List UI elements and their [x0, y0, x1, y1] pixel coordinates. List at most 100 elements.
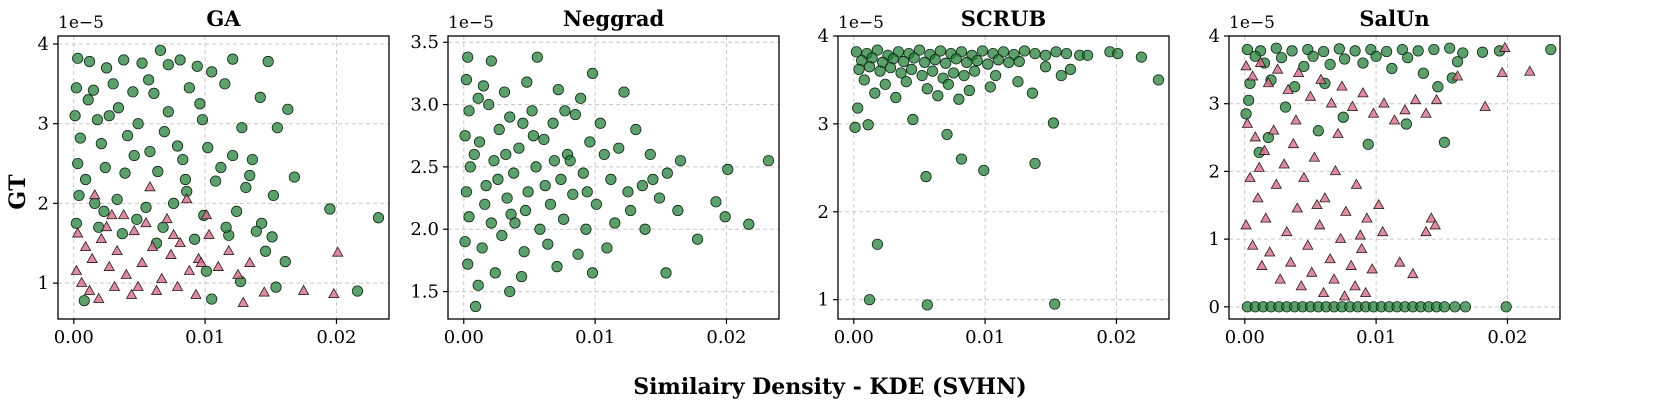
chart1-series0-point-64 [462, 258, 474, 270]
chart3-series1-point-39 [1291, 202, 1304, 213]
chart3-series1-point-16 [1399, 104, 1411, 115]
chart1-series0-point-81 [527, 130, 539, 142]
chart2-ytick-label-0: 1 [818, 290, 829, 311]
chart0-ytick-label-2: 3 [38, 114, 49, 135]
chart0-series0-point-26 [196, 114, 209, 126]
chart1-series0-point-36 [636, 180, 648, 192]
chart3-series1-point-27 [1308, 151, 1321, 162]
chart3-series0-point-36 [1337, 111, 1349, 123]
chart0-series0-point-54 [70, 217, 82, 229]
chart3-series0-point-16 [1275, 52, 1288, 64]
chart3-series1-point-32 [1361, 212, 1373, 223]
chart1-series0-point-85 [598, 148, 610, 161]
chart3-title: SalUn [1359, 6, 1429, 31]
chart3-series1-point-40 [1302, 239, 1314, 250]
chart0-series0-point-77 [215, 161, 227, 174]
chart1-series0-point-5 [477, 80, 490, 92]
chart0-series0-point-72 [128, 149, 140, 162]
chart2-series0-point-48 [958, 69, 970, 82]
chart0-series0-point-45 [267, 189, 280, 202]
chart0-series0-point-69 [206, 293, 218, 305]
chart3-series0-point-27 [1417, 67, 1429, 79]
chart0-series1-point-23 [108, 280, 121, 291]
chart3-series1-point-70 [1524, 65, 1536, 76]
chart1-series0-point-74 [722, 163, 734, 175]
chart1-series0-point-3 [586, 67, 599, 80]
chart3-series1-point-63 [1420, 225, 1432, 237]
chart0-series0-point-3 [118, 54, 130, 66]
chart1-series0-point-48 [485, 217, 497, 229]
chart0-series1-point-18 [232, 268, 244, 279]
chart1-series0-point-79 [492, 173, 504, 185]
chart1-series0-point-6 [498, 86, 511, 98]
chart0-series1-point-35 [297, 284, 310, 295]
chart0-series1-point-8 [136, 256, 148, 267]
chart2-series0-point-30 [940, 57, 952, 69]
chart0-xtick-label-2: 0.02 [316, 327, 356, 348]
chart0-xtick-label-0: 0.00 [54, 327, 94, 348]
chart2-series0-point-50 [990, 69, 1002, 82]
chart1-series0-point-63 [691, 233, 704, 245]
chart0-series0-point-84 [220, 221, 232, 233]
chart0-series0-point-16 [148, 87, 160, 99]
chart1-series0-point-35 [605, 173, 617, 185]
chart2-series0-point-44 [916, 69, 928, 82]
chart2-series0-point-34 [982, 58, 994, 70]
chart1-series0-point-77 [743, 218, 755, 230]
chart1-series0-point-39 [480, 180, 492, 192]
chart3-series1-point-48 [1240, 219, 1252, 230]
chart0-series0-point-81 [131, 213, 143, 225]
chart3-series0-point-69 [1438, 301, 1451, 313]
chart0-series0-point-58 [189, 233, 201, 245]
chart3-series1-point-43 [1334, 232, 1347, 243]
chart0-series1-point-21 [92, 292, 105, 303]
chart3-series1-point-67 [1479, 100, 1491, 111]
chart1-series0-point-70 [472, 279, 484, 291]
chart1-series0-point-43 [567, 188, 579, 200]
chart2-series0-point-72 [920, 171, 932, 183]
chart3-series0-point-15 [1249, 50, 1261, 62]
chart1-series0-point-26 [613, 142, 625, 154]
chart3-series1-point-73 [1311, 198, 1323, 210]
chart2-series0-point-54 [921, 83, 933, 95]
chart2-series0-point-26 [898, 55, 910, 68]
chart0-series0-point-57 [157, 221, 169, 233]
chart0-series0-point-4 [136, 57, 148, 69]
chart3-series0-point-34 [1243, 94, 1255, 106]
chart0-series0-point-60 [266, 231, 278, 243]
chart2-ytick-label-2: 3 [818, 114, 829, 135]
chart0-series0-point-18 [219, 78, 231, 90]
chart2-series0-point-49 [969, 65, 981, 77]
chart1-series0-point-75 [710, 196, 722, 208]
chart3-xtick-label-1: 0.01 [1356, 327, 1396, 348]
chart1-series0-point-8 [552, 84, 564, 96]
chart2-series0-point-52 [879, 78, 891, 90]
chart2-series0-point-27 [908, 52, 920, 64]
chart2-series0-point-58 [1012, 76, 1024, 88]
chart1-scale-label: 1e−5 [448, 13, 494, 33]
chart1-series0-point-60 [542, 238, 554, 250]
chart0-series0-point-46 [73, 189, 85, 202]
chart3-series0-point-9 [1381, 45, 1393, 58]
chart3-series1-point-66 [1451, 70, 1464, 81]
chart3-series0-point-6 [1333, 43, 1345, 55]
chart1-series0-point-7 [521, 76, 533, 88]
chart3-series1-point-6 [1292, 66, 1305, 77]
figure-x-axis-label: Similairy Density - KDE (SVHN) [633, 374, 1026, 400]
chart3-series1-point-44 [1345, 259, 1357, 270]
chart3-series1-point-61 [1394, 256, 1406, 267]
chart2-series0-point-70 [978, 164, 990, 177]
chart1-series0-point-18 [630, 123, 642, 136]
chart3-series1-point-68 [1496, 66, 1508, 77]
chart0-series0-point-29 [74, 132, 86, 144]
chart3-series0-point-17 [1307, 50, 1319, 62]
chart0-series0-point-53 [255, 217, 268, 229]
chart0-series0-point-74 [158, 126, 170, 138]
chart1-series0-point-53 [609, 217, 621, 229]
chart2-series0-point-75 [863, 294, 876, 306]
chart1-series0-point-19 [459, 130, 471, 142]
chart0-series0-point-86 [259, 245, 272, 257]
chart1-series0-point-11 [463, 105, 475, 117]
chart0-series0-point-31 [122, 130, 134, 142]
chart2-xtick-label-2: 0.02 [1096, 327, 1136, 348]
